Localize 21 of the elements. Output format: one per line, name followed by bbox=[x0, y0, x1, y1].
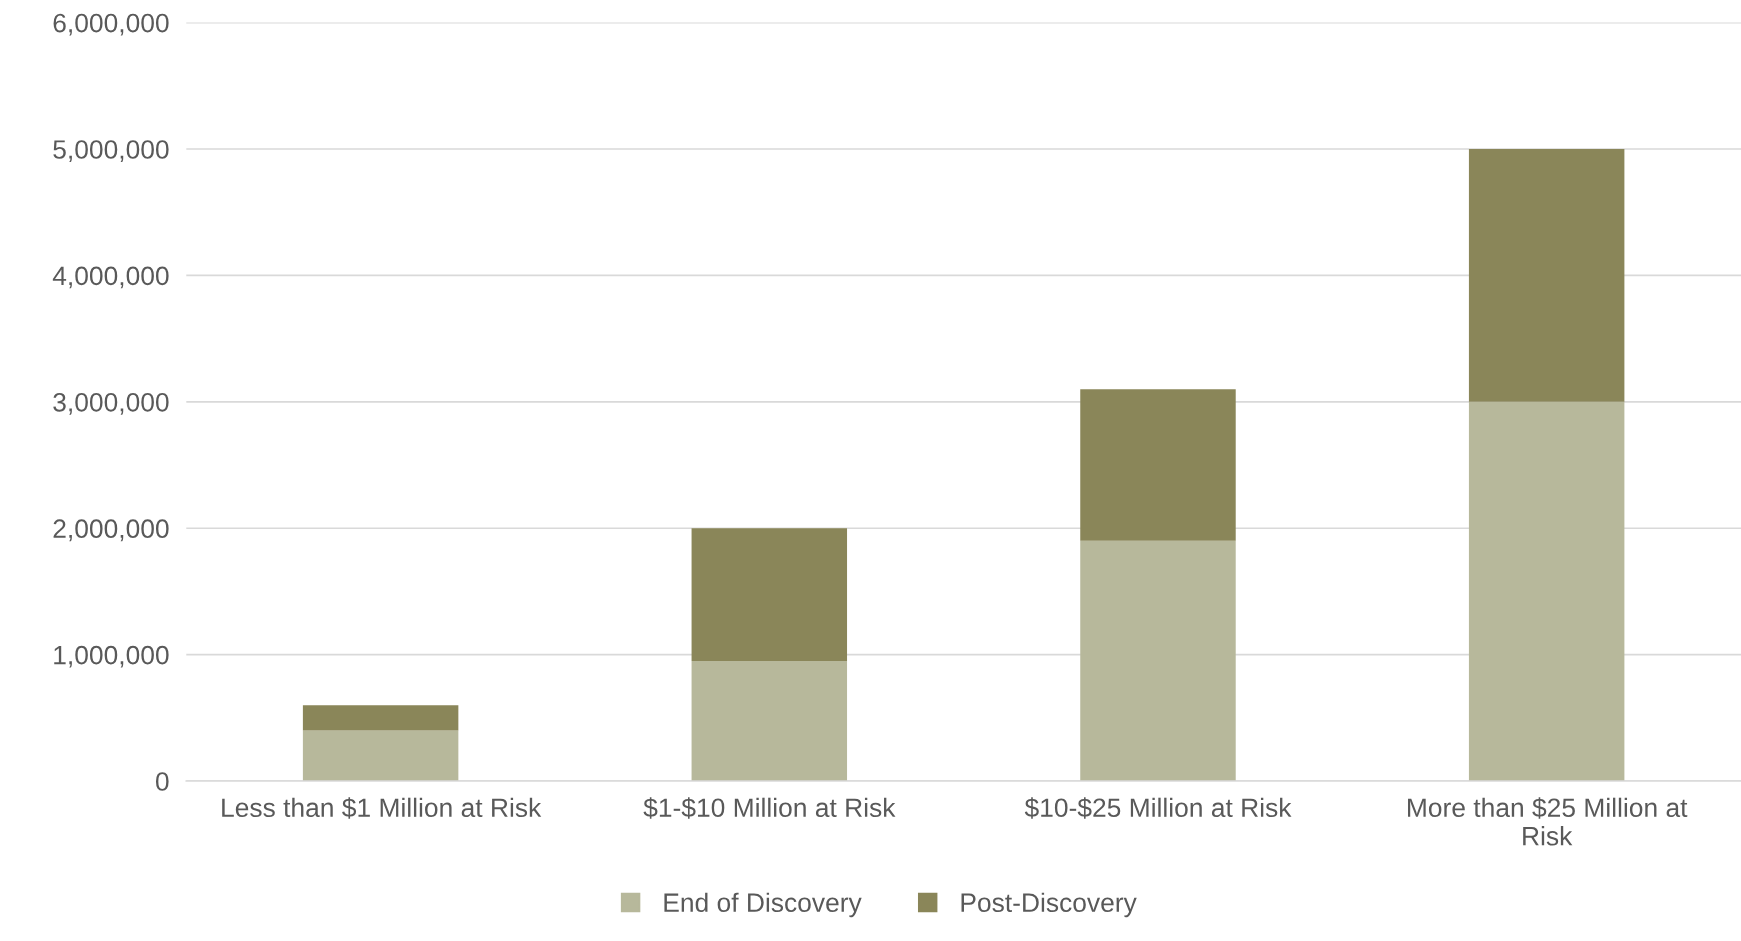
bar bbox=[302, 730, 459, 782]
bar bbox=[691, 660, 848, 782]
bar bbox=[1468, 401, 1625, 782]
y-tick-label: 4,000,000 bbox=[52, 266, 169, 289]
x-tick-label: $10-$25 Million at Risk bbox=[1024, 797, 1292, 819]
bar bbox=[302, 705, 459, 731]
bar bbox=[1080, 389, 1236, 541]
x-tick-label: Less than $1 Million at Risk bbox=[222, 797, 542, 819]
bar bbox=[1080, 540, 1236, 782]
bar bbox=[691, 528, 848, 661]
legend-label: Post-Discovery bbox=[961, 892, 1137, 918]
x-tick-label: $1-$10 Million at Risk bbox=[643, 797, 896, 819]
bar bbox=[1468, 148, 1625, 402]
y-tick-label: 3,000,000 bbox=[53, 392, 169, 415]
legend-label: End of Discovery bbox=[664, 892, 862, 918]
y-tick-label: 2,000,000 bbox=[53, 519, 169, 542]
y-tick-label: 5,000,000 bbox=[53, 140, 169, 162]
x-tick-label: More than $25 Million at Risk bbox=[1408, 797, 1688, 846]
y-tick-label: 0 bbox=[155, 772, 169, 791]
y-tick-label: 6,000,000 bbox=[53, 13, 169, 36]
y-tick-label: 1,000,000 bbox=[54, 645, 169, 668]
